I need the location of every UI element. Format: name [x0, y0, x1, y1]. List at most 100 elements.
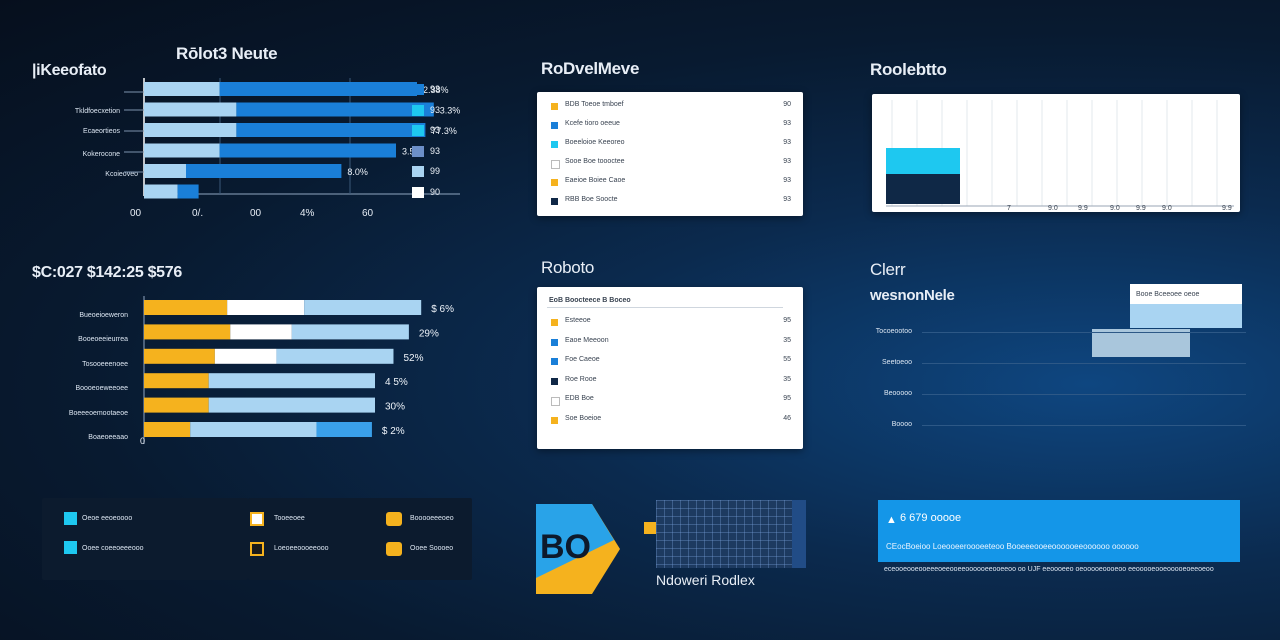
chart-icon [386, 542, 402, 556]
bar-segment [304, 300, 422, 315]
tick-label: 4% [300, 208, 315, 219]
legend-text: Oeoe eeoeoooo [82, 515, 133, 522]
panel1-title: Rōlot3 Neute [176, 44, 278, 63]
logo: BO [536, 504, 620, 594]
list-item-label: Eaeioe Boiee Caoe [565, 177, 626, 184]
legend-swatch [551, 338, 558, 346]
bar-segment [316, 422, 372, 437]
tick-label: 9.0 [1048, 205, 1058, 212]
bar-segment [144, 348, 215, 364]
list-item-label: Foe Caeoe [565, 356, 600, 364]
tick-label: 9.0 [1162, 205, 1172, 212]
chart-icon [250, 512, 264, 526]
legend-swatch [412, 186, 424, 198]
list-item-label: Roe Rooe [565, 375, 597, 383]
tick-label: 9.9 [1136, 205, 1146, 212]
data-label: 3.3% [440, 106, 461, 116]
data-label: 8.0% [347, 167, 368, 177]
legend-swatch [64, 541, 77, 554]
panel6-card-label: Booe Bceeoee oeoe [1136, 291, 1200, 298]
tick-label: 7 [1007, 205, 1011, 212]
list-item-value: 46 [783, 415, 791, 422]
info-bar: ▲ 6 679 ooooe CEocBoeioo Loeooeeroooeete… [878, 500, 1240, 562]
list-item-value: 95 [783, 395, 791, 403]
panel1-label: Kokerocone [82, 151, 120, 158]
list-item-value: 93 [783, 196, 791, 203]
legend-swatch [551, 358, 558, 366]
bar-segment [291, 324, 409, 340]
list-item-value: 35 [783, 336, 791, 344]
data-label: 29% [419, 328, 439, 339]
legend-swatch [551, 179, 558, 186]
bar-segment [144, 397, 209, 413]
list-item-label: Boeeloioe Keeoreo [565, 139, 625, 146]
bar-segment [219, 143, 396, 158]
bar-segment [144, 123, 237, 137]
grid-graphic [656, 500, 806, 568]
panel2-title: RoDvelMeve [541, 59, 640, 78]
legend-swatch [64, 512, 77, 525]
list-item-label: Sooe Boe toooctee [565, 158, 625, 165]
panel4-title: $C:027 $142:25 $576 [32, 264, 182, 281]
bar-segment [144, 300, 228, 315]
panel6-card-header [1130, 284, 1242, 304]
legend-text: Ooee Soooeo [410, 545, 454, 552]
data-label: $ 2% [382, 426, 405, 437]
bar-segment [144, 143, 220, 158]
list-item-label: Eaoe Meeoon [565, 336, 609, 344]
list-item-label: Soe Boeioe [565, 415, 602, 422]
legend-swatch [412, 125, 424, 136]
bar-segment [276, 348, 394, 364]
legend-value: 93 [430, 104, 441, 115]
data-label: $ 6% [431, 304, 454, 315]
legend-swatch [551, 141, 558, 148]
legend-value: 90 [430, 186, 441, 197]
panel1-label: Ecaeortieos [83, 128, 120, 135]
legend-swatch [412, 104, 424, 116]
divider [547, 307, 783, 308]
data-label: 2.38% [423, 85, 449, 95]
info-line: CEocBoeioo Loeooeeroooeeteoo Booeeeooeeo… [886, 542, 1139, 551]
bar-segment [208, 397, 375, 413]
info-footer: eceooeooeooeeeoeeooeeoooooeeooeeoo oo UJ… [884, 566, 1214, 573]
logo-shape [536, 504, 620, 594]
panel1-bar-chart: 2.38%3.3%77.3%3.5%8.0%000/.004%60 [124, 78, 461, 219]
bar-segment [236, 123, 426, 137]
info-icon: ▲ [886, 514, 897, 526]
legend-swatch [551, 160, 560, 169]
bar-segment [208, 373, 375, 389]
grid-line [922, 363, 1246, 364]
legend-text: Tooeeoee [274, 515, 305, 522]
list-item-value: 90 [783, 101, 791, 108]
legend-swatch [551, 122, 558, 129]
bar-segment [190, 422, 317, 437]
legend-swatch [412, 84, 424, 95]
legend-swatch [551, 198, 558, 205]
legend-text: Ooee coeeoeeeooo [82, 545, 144, 552]
list-item-value: 35 [783, 375, 791, 383]
data-label: 4 5% [385, 377, 408, 388]
category-label: Boaeoeeaao [88, 434, 128, 441]
panel1-label: Tkldfoecxetion [74, 108, 120, 115]
bar-segment [214, 348, 277, 364]
panel3-chart-box: 7 9.0 9.9 9.0 9.9 9.0 9.9 [872, 94, 1240, 212]
panel5-header: EoB Boocteece B Boceo [549, 297, 631, 304]
grid-line [922, 425, 1246, 426]
panel6-card: Booe Bceeoee oeoe [1130, 284, 1242, 328]
legend-text: Booooeeeoeo [410, 515, 454, 522]
row-label: Boooo [891, 421, 912, 428]
legend-card-2: Tooeeoee Loeoeeoooeeooo Booooeeeoeo Ooee… [248, 498, 472, 580]
panel1-side-title: |iKeeofato [32, 62, 107, 79]
tick-label: 0 [140, 436, 145, 446]
list-item-value: 93 [783, 158, 791, 165]
row-label: Beooooo [883, 390, 912, 397]
legend-swatch [551, 417, 558, 424]
panel1-label: Kcoieoveo [105, 171, 138, 178]
bar-segment [144, 184, 178, 199]
legend-swatch [551, 103, 558, 110]
legend-swatch [412, 145, 424, 157]
legend-value: 93 [430, 84, 441, 94]
tick-label: 00 [130, 208, 142, 219]
bar-segment [144, 324, 231, 340]
logo-caption: Ndoweri Rodlex [656, 572, 755, 588]
